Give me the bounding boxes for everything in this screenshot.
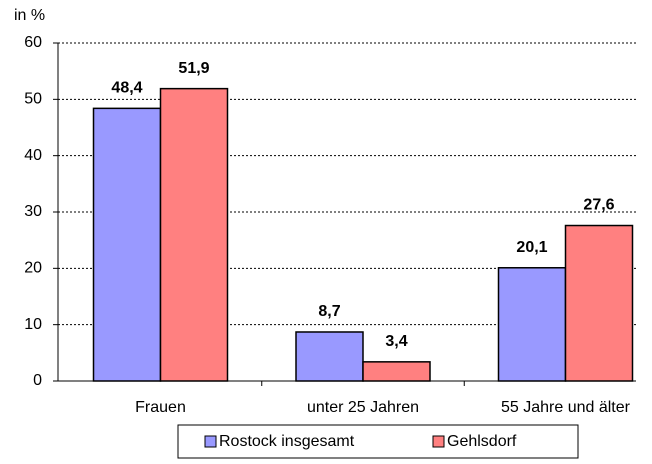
y-tick-label: 20	[24, 260, 42, 277]
axis-label: in %	[14, 7, 45, 24]
y-tick-label: 60	[24, 34, 42, 51]
legend-label: Rostock insgesamt	[219, 433, 355, 450]
value-label: 20,1	[516, 239, 547, 256]
y-tick-label: 0	[33, 372, 42, 389]
bar	[159, 87, 229, 382]
value-label: 51,9	[178, 60, 209, 77]
bar	[362, 361, 431, 382]
value-label: 27,6	[583, 197, 614, 214]
bar	[497, 267, 567, 382]
y-tick-label: 10	[24, 316, 42, 333]
y-tick-label: 30	[24, 203, 42, 220]
legend-swatch	[204, 435, 217, 448]
value-label: 48,4	[111, 80, 142, 97]
legend-label: Gehlsdorf	[447, 433, 517, 450]
y-tick-label: 40	[24, 147, 42, 164]
value-label: 3,4	[385, 333, 407, 350]
bar	[92, 107, 162, 382]
x-tick-label: unter 25 Jahren	[307, 399, 419, 416]
x-tick-label: 55 Jahre und älter	[501, 399, 631, 416]
x-tick-label: Frauen	[135, 399, 186, 416]
legend-swatch	[432, 435, 445, 448]
legend-box	[177, 424, 579, 459]
bar	[564, 224, 634, 382]
bar	[295, 331, 364, 382]
value-label: 8,7	[318, 303, 340, 320]
y-tick-label: 50	[24, 91, 42, 108]
